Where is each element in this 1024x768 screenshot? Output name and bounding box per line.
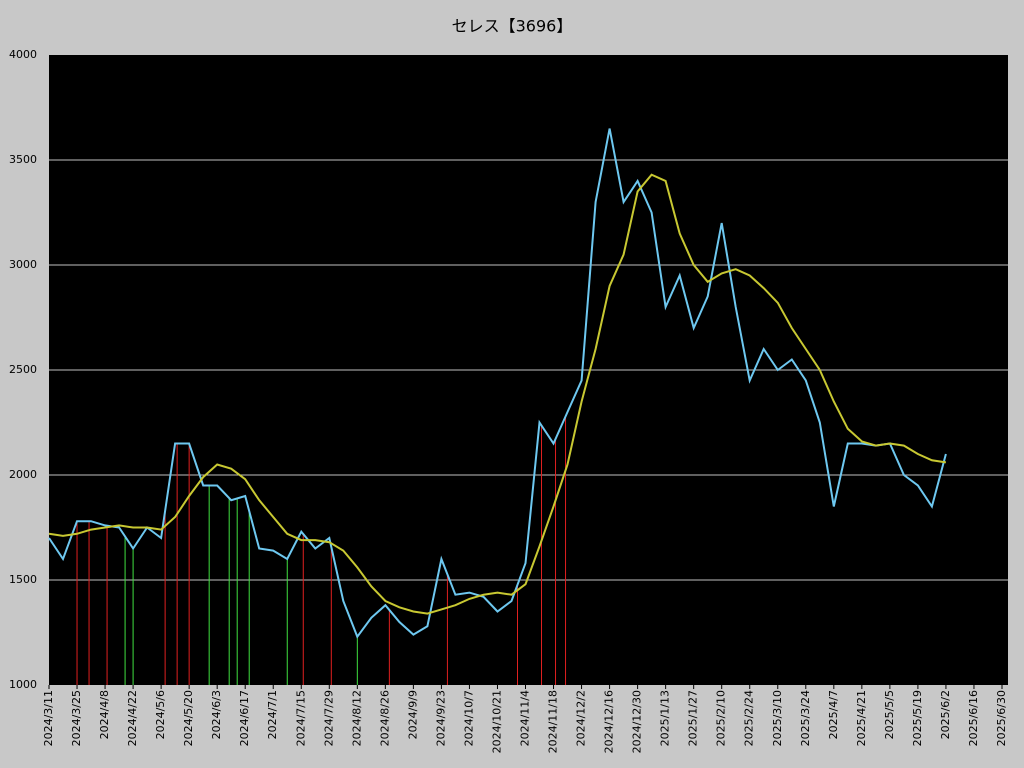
x-tick-label: 2024/4/22: [126, 690, 139, 746]
series-line: [48, 173, 947, 615]
x-tick-label: 2024/8/12: [350, 690, 363, 746]
x-tick-label: 2025/5/19: [911, 690, 924, 746]
x-tick-label: 2024/11/18: [547, 690, 560, 753]
x-tick-label: 2024/12/16: [603, 690, 616, 753]
x-tick-label: 2025/4/7: [827, 690, 840, 739]
x-tick-label: 2024/10/21: [490, 690, 503, 753]
x-tick-label: 2025/6/16: [967, 690, 980, 746]
x-tick-label: 2024/8/26: [378, 690, 391, 746]
series-line: [48, 128, 947, 639]
chart-title: セレス【3696】: [452, 17, 573, 36]
y-tick-label: 3500: [9, 153, 37, 166]
x-tick-label: 2024/5/20: [182, 690, 195, 746]
x-tick-label: 2024/6/17: [238, 690, 251, 746]
x-tick-label: 2024/9/23: [434, 690, 447, 746]
x-tick-label: 2025/6/30: [995, 690, 1008, 746]
x-tick-label: 2025/3/24: [799, 690, 812, 746]
x-tick-label: 2024/7/15: [294, 690, 307, 746]
x-tick-label: 2024/11/4: [518, 690, 531, 746]
x-tick-label: 2024/3/25: [70, 690, 83, 746]
y-tick-label: 2000: [9, 468, 37, 481]
y-tick-label: 1500: [9, 573, 37, 586]
x-tick-label: 2024/4/8: [98, 690, 111, 739]
x-tick-label: 2024/6/3: [210, 690, 223, 739]
x-tick-label: 2024/9/9: [406, 690, 419, 739]
x-tick-label: 2024/5/6: [154, 690, 167, 739]
y-tick-label: 1000: [9, 678, 37, 691]
x-tick-label: 2024/7/29: [322, 690, 335, 746]
x-tick-label: 2025/3/10: [771, 690, 784, 746]
x-tick-label: 2025/5/5: [883, 690, 896, 739]
x-tick-label: 2025/1/13: [659, 690, 672, 746]
y-tick-label: 4000: [9, 48, 37, 61]
x-tick-label: 2024/7/1: [266, 690, 279, 739]
x-tick-label: 2024/10/7: [462, 690, 475, 746]
x-tick-label: 2024/12/2: [575, 690, 588, 746]
x-tick-label: 2025/1/27: [687, 690, 700, 746]
y-tick-label: 2500: [9, 363, 37, 376]
x-tick-label: 2025/2/24: [743, 690, 756, 746]
x-tick-label: 2025/2/10: [715, 690, 728, 746]
x-tick-label: 2024/12/30: [631, 690, 644, 753]
x-tick-label: 2025/6/2: [939, 690, 952, 739]
x-tick-label: 2024/3/11: [42, 690, 55, 746]
y-tick-label: 3000: [9, 258, 37, 271]
x-tick-label: 2025/4/21: [855, 690, 868, 746]
